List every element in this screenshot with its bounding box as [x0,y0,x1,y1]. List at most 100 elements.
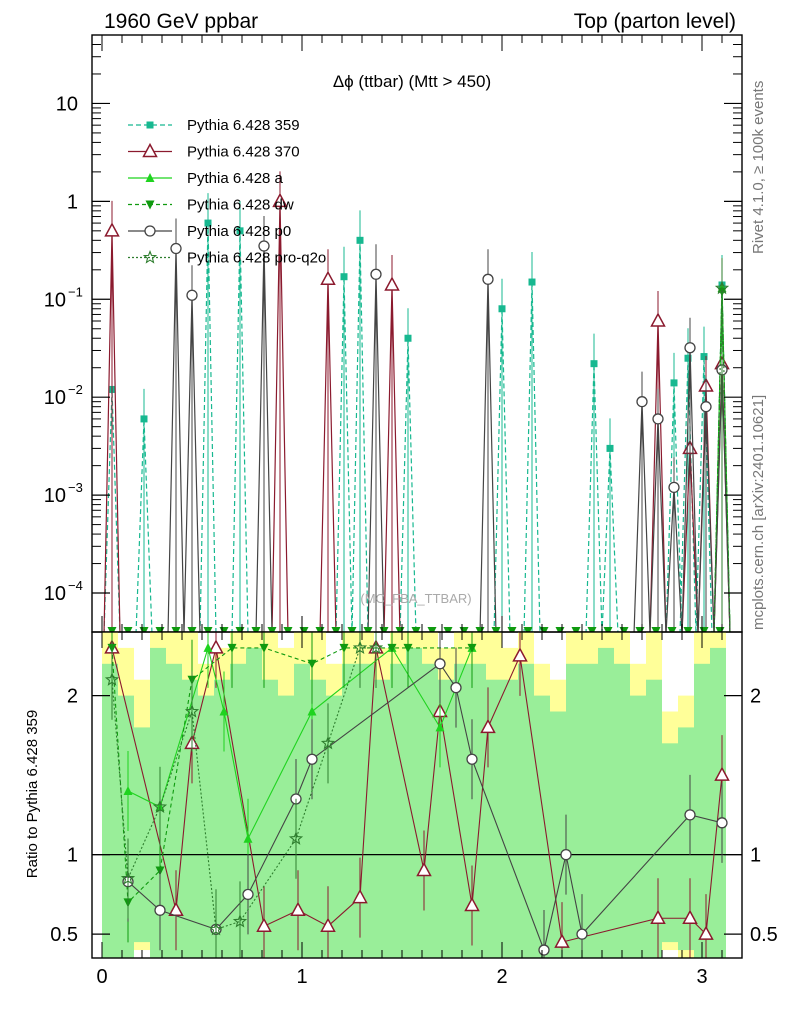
ytick-label: 10 [44,289,66,311]
legend-label: Pythia 6.428 370 [187,144,300,161]
ratio-point-pp0 [242,888,254,901]
uncertainty-band-inner [326,695,342,958]
ratio-ytick-label: 0.5 [50,924,78,946]
ratio-ytick-label: 2 [67,686,78,708]
ratio-point-pa [243,833,253,843]
data-point-pp0 [684,342,696,354]
underflow-marker [491,627,501,632]
data-point-p370 [104,222,120,237]
ratio-point-pa [219,706,229,716]
ratio-ytick-label: 1 [67,845,78,867]
ratio-point-p370 [320,917,336,932]
ratio-point-p370 [698,925,714,940]
uncertainty-band-inner [118,695,134,958]
ratio-point-pp0 [450,682,462,694]
ratio-point-pp0 [466,753,478,765]
data-point-pp0 [700,401,712,413]
uncertainty-band-inner [278,695,294,958]
ytick-exponent: −2 [68,382,83,397]
underflow-marker [107,627,117,632]
data-point-p359 [356,236,364,244]
data-point-pp0 [652,413,664,425]
ratio-point-pq2o [320,735,336,750]
data-point-p359 [498,305,506,313]
ratio-point-pdw [259,643,269,653]
ratio-point-p370 [480,718,496,734]
underflow-marker [507,627,517,632]
uncertainty-band-inner [454,663,470,958]
uncertainty-band-inner [150,647,166,958]
ratio-panel: 0.5 0.5 1 1 2 2 0 1 2 3 Ratio to Pythia 6.428 359 [24,631,778,988]
legend-marker [146,121,154,129]
underflow-marker [363,627,373,632]
data-point-p359 [204,219,212,227]
uncertainty-band-inner [390,663,406,958]
ratio-point-p370 [256,917,272,932]
data-point-p370 [384,276,400,291]
ratio-point-pp0 [154,904,166,916]
ratio-point-pq2o [288,831,304,845]
uncertainty-band-inner [534,695,550,958]
data-point-p370 [320,270,336,286]
uncertainty-band-inner [662,743,678,943]
ratio-point-pdw [339,643,349,653]
xtick-label: 2 [496,966,507,988]
underflow-marker [203,627,213,632]
header-left: 1960 GeV ppbar [104,10,258,33]
ratio-point-p370 [682,909,698,924]
underflow-marker [267,627,277,632]
ratio-series-pp0 [122,632,728,958]
legend-marker [142,249,158,264]
underflow-marker [587,627,597,632]
data-point-p359 [670,379,678,387]
data-point-p359 [684,354,692,362]
ytick-label: 10 [56,93,78,115]
uncertainty-band-inner [102,663,118,958]
header-right: Top (parton level) [574,10,736,33]
data-point-pp0 [258,240,270,252]
legend-marker [142,142,158,158]
legend-label: Pythia 6.428 359 [187,117,300,134]
ytick-exponent: −4 [68,578,83,593]
legend-label: Pythia 6.428 a [187,170,284,187]
underflow-marker [651,627,661,632]
ytick-label: 1 [67,191,78,213]
uncertainty-band-inner [502,679,518,958]
ratio-ylabel: Ratio to Pythia 6.428 359 [24,710,41,878]
uncertainty-band-inner [214,679,230,958]
ratio-point-pa [307,706,317,716]
ratio-point-pq2o [152,799,168,814]
underflow-marker [667,627,677,632]
ytick-label: 10 [44,485,66,507]
ytick-label: 10 [44,387,66,409]
ytick-exponent: −1 [68,284,83,299]
ytick-exponent: −3 [68,480,83,495]
uncertainty-band-inner [598,647,614,958]
ratio-point-p370 [554,933,570,948]
legend-label: Pythia 6.428 dw [187,197,294,214]
data-point-pp0 [186,289,198,301]
legend-label: Pythia 6.428 p0 [187,223,291,240]
uncertainty-band-inner [582,663,598,958]
ratio-point-pp0 [716,817,728,829]
uncertainty-band-inner [438,679,454,958]
ratio-point-pdw [467,643,477,653]
ratio-point-pp0 [434,658,446,670]
ratio-point-p370 [416,861,432,877]
ratio-ytick-label-right: 0.5 [750,924,778,946]
mcplots-label: mcplots.cern.ch [arXiv:2401.10621] [750,395,767,630]
ratio-point-pp0 [538,944,550,956]
ytick-label: 10 [44,583,66,605]
legend-item-pdw: Pythia 6.428 dw [128,197,294,214]
legend-marker [144,225,156,237]
ratio-point-pdw [403,643,413,653]
underflow-marker [347,627,357,632]
legend-item-pq2o: Pythia 6.428 pro-q2o [128,250,326,267]
xtick-label: 3 [696,966,707,988]
underflow-marker [187,627,197,632]
ratio-point-pq2o [352,640,368,655]
data-point-p359 [236,227,244,235]
underflow-marker [331,627,341,632]
data-point-pp0 [668,481,680,494]
ratio-point-pa [123,786,133,796]
